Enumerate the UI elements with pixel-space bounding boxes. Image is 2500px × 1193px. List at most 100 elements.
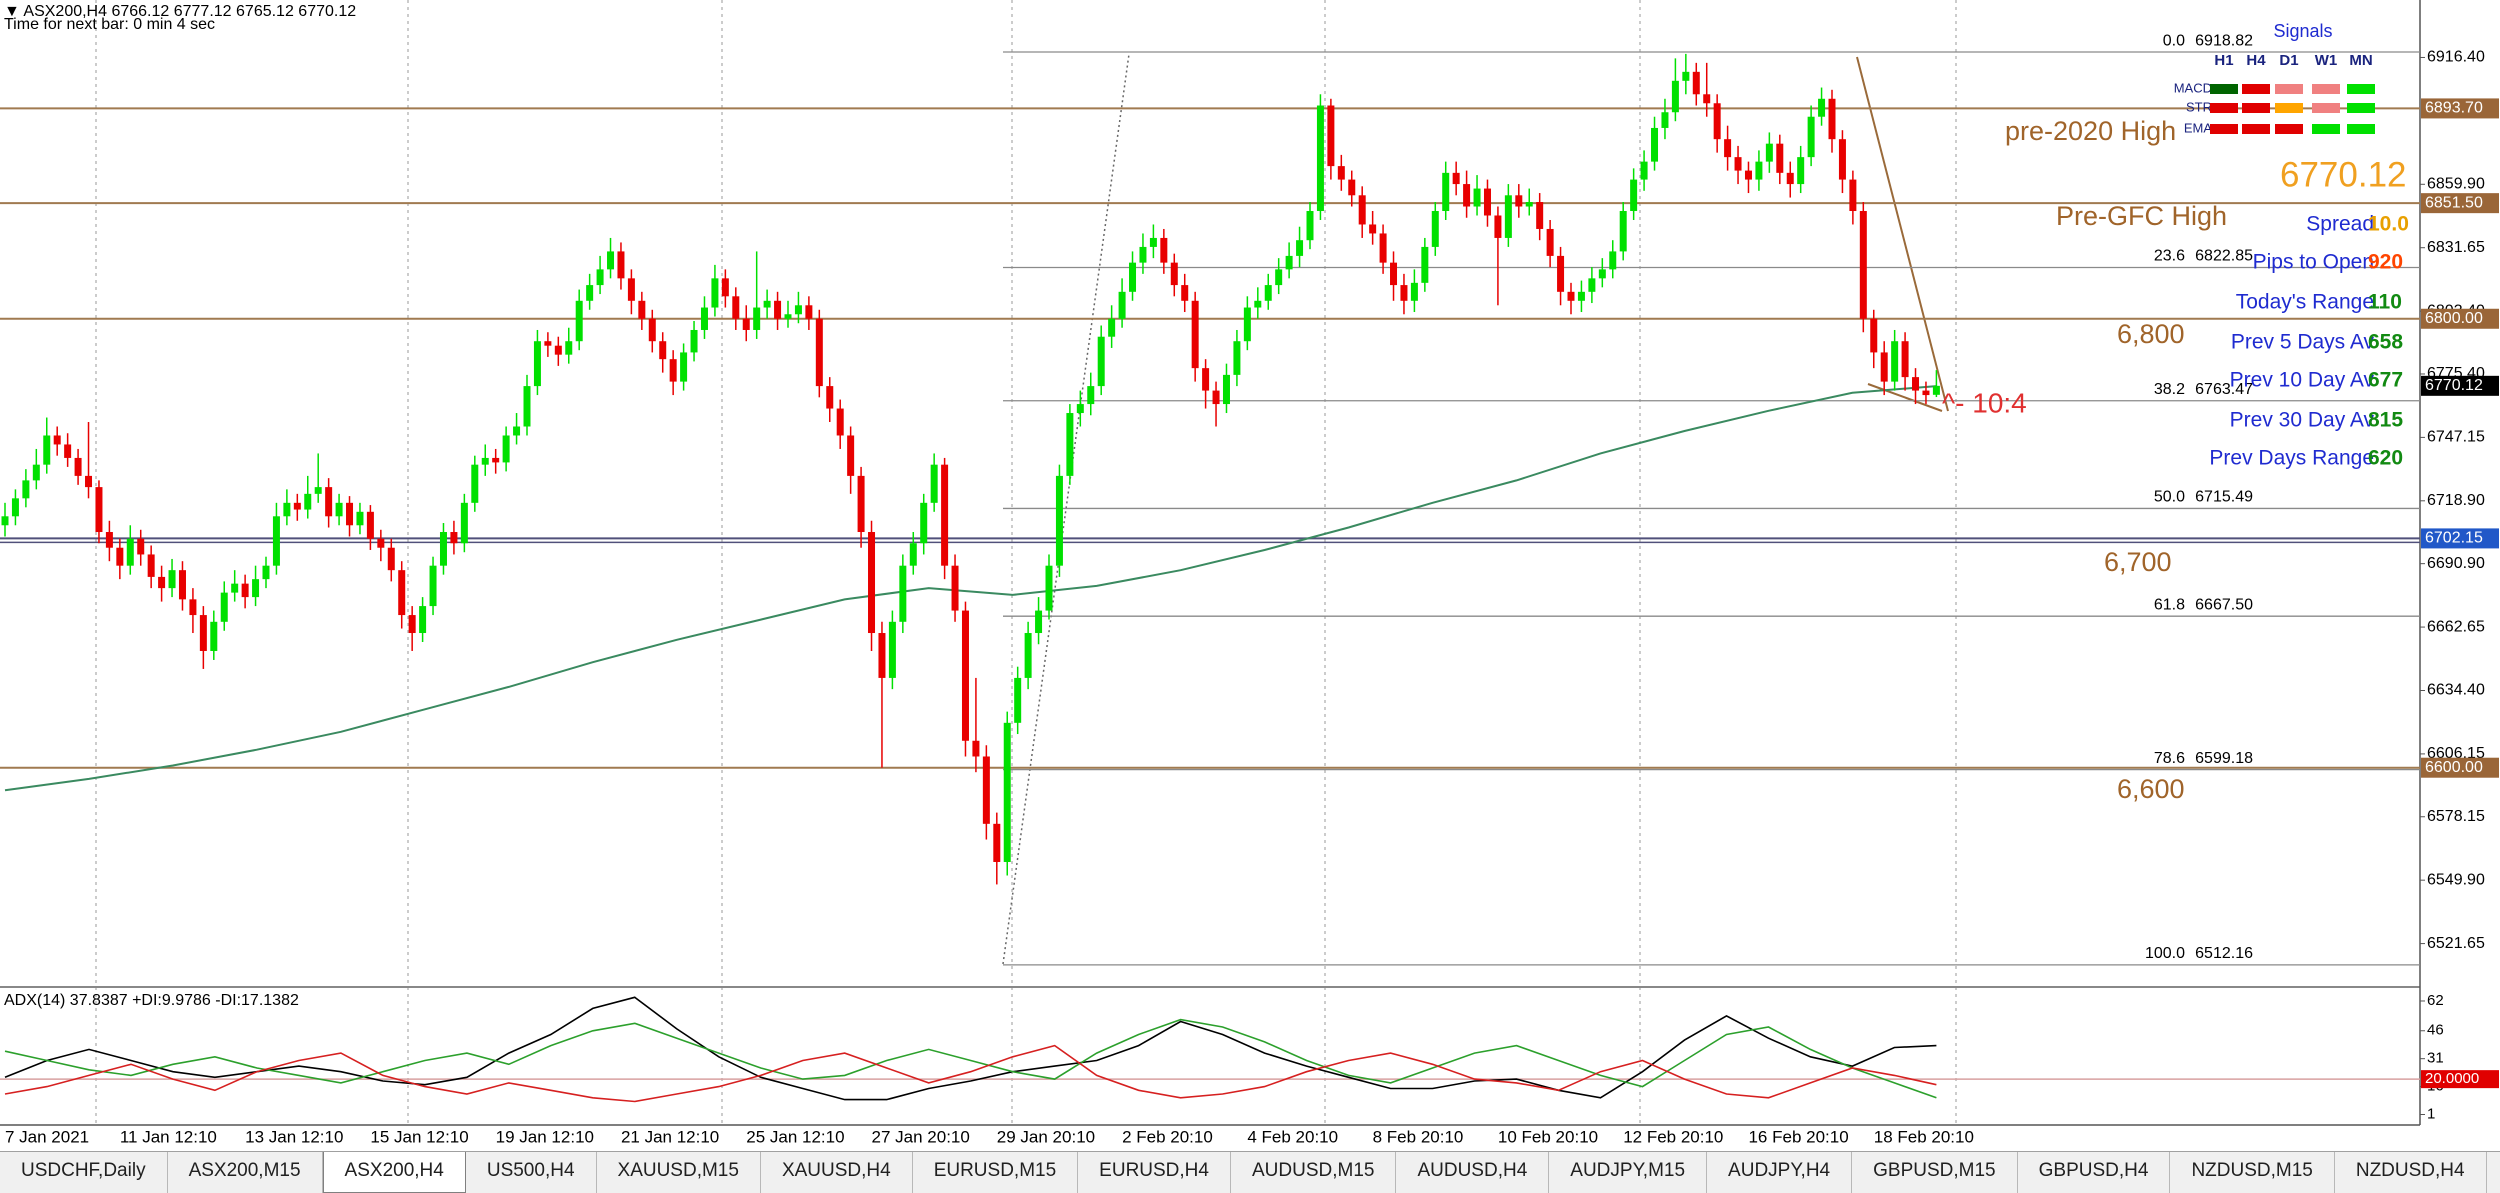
candle-body <box>314 487 322 494</box>
candle-body <box>1431 211 1439 247</box>
candle-body <box>951 565 959 611</box>
tab[interactable]: ASX200,M15 <box>168 1152 323 1193</box>
annotation: pre-2020 High <box>2005 116 2176 146</box>
chart: ▼ ASX200,H4 6766.12 6777.12 6765.12 6770… <box>0 0 2499 1147</box>
candle-body <box>575 300 583 342</box>
signal-cell <box>2275 84 2303 94</box>
candle-body <box>1807 116 1815 158</box>
candle-body <box>1316 105 1324 212</box>
level-label: 6893.70 <box>2425 100 2483 117</box>
candle-body <box>1557 255 1565 292</box>
candle-body <box>158 576 166 589</box>
candle-body <box>1306 211 1314 241</box>
candle-body <box>85 475 93 488</box>
tab[interactable]: GBPUSD,H4 <box>2018 1152 2171 1193</box>
level-label: 6600.00 <box>2425 759 2483 776</box>
candle-body <box>1713 103 1721 140</box>
candle-body <box>1348 179 1356 196</box>
fib-trend-line <box>1002 53 1130 965</box>
candle-body <box>492 457 500 463</box>
x-tick-label: 8 Feb 20:10 <box>1373 1127 1464 1146</box>
tab[interactable]: US500,H4 <box>466 1152 597 1193</box>
tab[interactable]: GBPUSD,M15 <box>1852 1152 2018 1193</box>
candle-body <box>471 464 479 503</box>
x-tick-label: 12 Feb 20:10 <box>1623 1127 1723 1146</box>
x-tick-label: 13 Jan 12:10 <box>245 1127 343 1146</box>
tab[interactable]: AUDJPY,H4 <box>1707 1152 1853 1193</box>
candle-body <box>523 386 531 427</box>
tab[interactable]: AUDJPY,M15 <box>1549 1152 1708 1193</box>
candle-body <box>1212 390 1220 405</box>
stat-label: Prev Days Range <box>2209 447 2374 470</box>
signal-cell <box>2210 103 2238 113</box>
candle-body <box>805 305 813 319</box>
y-tick-label: 6831.65 <box>2427 239 2485 256</box>
candle-body <box>648 318 656 342</box>
tab[interactable]: EURUSD,M15 <box>913 1152 1079 1193</box>
tab[interactable]: ASX200,H4 <box>322 1152 466 1193</box>
signal-column: D1 <box>2279 52 2298 69</box>
x-tick-label: 27 Jan 20:10 <box>872 1127 970 1146</box>
level-label: 6702.15 <box>2425 530 2483 547</box>
fib-level: 23.6 <box>2154 248 2185 265</box>
adx-level-label: 20.0000 <box>2425 1070 2479 1087</box>
candle-body <box>408 615 416 634</box>
ema-line <box>4 385 1937 792</box>
candle-body <box>95 487 103 533</box>
candle-body <box>1087 386 1095 405</box>
candle-body <box>826 386 834 409</box>
candle-body <box>1160 237 1168 263</box>
candle-body <box>1473 188 1481 207</box>
stat-value: 658 <box>2368 331 2403 354</box>
candle-body <box>1734 157 1742 171</box>
candle-body <box>941 464 949 566</box>
signals-title: Signals <box>2273 21 2332 41</box>
candle-body <box>544 341 552 346</box>
signal-row-label: STR <box>2186 99 2212 114</box>
candle-body <box>930 464 938 503</box>
candle-body <box>700 307 708 330</box>
candle-body <box>210 621 218 651</box>
annotation: 6,700 <box>2104 547 2172 577</box>
y-tick-label: 6662.65 <box>2427 618 2485 635</box>
tab[interactable]: AUDUSD,M15 <box>1231 1152 1397 1193</box>
fib-level: 61.8 <box>2154 596 2185 613</box>
candle-body <box>617 251 625 279</box>
candle-body <box>1149 237 1157 247</box>
annotation: 6,800 <box>2117 319 2185 349</box>
candle-body <box>1066 413 1074 476</box>
tab[interactable]: NZDUSD,H4 <box>2335 1152 2487 1193</box>
candle-body <box>1588 278 1596 292</box>
candle-body <box>868 532 876 634</box>
candle-body <box>721 278 729 297</box>
candle-body <box>272 516 280 566</box>
candle-body <box>502 435 510 463</box>
candle-body <box>1661 112 1669 128</box>
stat-label: Prev 30 Day Av <box>2230 409 2375 432</box>
candle-body <box>1358 195 1366 225</box>
y-tick-label: 46 <box>2427 1022 2444 1039</box>
candle-body <box>1776 143 1784 173</box>
y-tick-label: 6578.15 <box>2427 808 2485 825</box>
tab[interactable]: XAUUSD,M15 <box>597 1152 761 1193</box>
x-tick-label: 10 Feb 20:10 <box>1498 1127 1598 1146</box>
tab[interactable]: NZDUSD,M15 <box>2170 1152 2335 1193</box>
tab[interactable]: USDCHF,Daily <box>0 1152 168 1193</box>
fib-price: 6667.50 <box>2195 596 2253 613</box>
tab[interactable]: USDJPY,M15 <box>2487 1152 2500 1193</box>
annotation: 6,600 <box>2117 774 2185 804</box>
candle-body <box>1108 318 1116 337</box>
candle-body <box>1097 336 1105 387</box>
y-tick-label: 1 <box>2427 1105 2435 1122</box>
tab[interactable]: XAUUSD,H4 <box>761 1152 913 1193</box>
candle-body <box>1003 722 1011 862</box>
y-tick-label: 62 <box>2427 992 2444 1009</box>
signal-row-label: EMA <box>2184 120 2213 135</box>
tab[interactable]: AUDUSD,H4 <box>1396 1152 1550 1193</box>
candle-body <box>1296 240 1304 256</box>
tab[interactable]: EURUSD,H4 <box>1078 1152 1231 1193</box>
candle-body <box>335 502 343 517</box>
candle-body <box>627 278 635 301</box>
candle-body <box>168 570 176 589</box>
candle-body <box>1055 475 1063 566</box>
